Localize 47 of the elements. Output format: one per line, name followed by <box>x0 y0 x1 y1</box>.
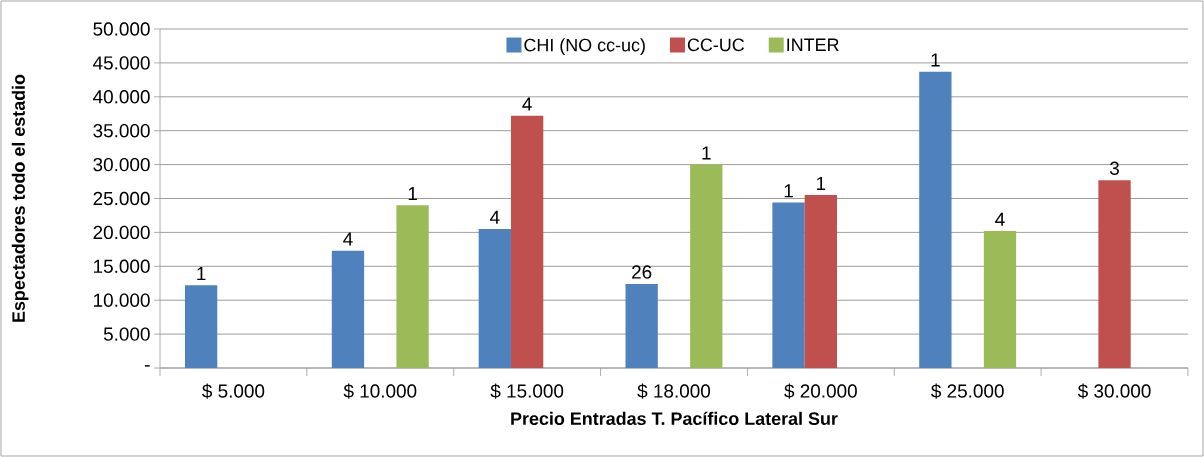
y-tick-label: 35.000 <box>93 123 150 138</box>
y-tick-label: 40.000 <box>93 90 150 104</box>
y-tick-label: 20.000 <box>93 225 150 240</box>
annotation: 1 <box>702 146 711 160</box>
annotation: 1 <box>408 187 417 201</box>
bar <box>690 164 723 368</box>
x-tick-label: $ 15.000 <box>490 383 564 399</box>
bar <box>510 115 544 368</box>
bar <box>804 195 837 368</box>
bar <box>1098 180 1131 368</box>
x-tick-label: $ 20.000 <box>784 383 857 399</box>
y-tick-label: 15.000 <box>94 259 150 273</box>
y-tick-label: 10.000 <box>94 293 150 307</box>
x-tick-label: $ 30.000 <box>1077 383 1151 399</box>
annotation: 3 <box>1109 161 1119 175</box>
bar <box>184 285 218 368</box>
legend-label: CHI (NO cc-uc) <box>524 38 645 55</box>
bar <box>331 250 365 368</box>
annotation: 4 <box>343 232 353 246</box>
legend-label: INTER <box>787 38 839 51</box>
x-axis-title: Precio Entradas T. Pacífico Lateral Sur <box>511 411 838 426</box>
bar <box>396 205 429 368</box>
x-tick-label: $ 5.000 <box>202 383 265 399</box>
bar <box>772 202 805 368</box>
annotation: 1 <box>817 176 826 190</box>
y-tick-label: 5.000 <box>103 327 150 341</box>
bar <box>919 71 952 368</box>
legend-label: CC-UC <box>687 38 745 52</box>
annotation: 4 <box>489 210 500 224</box>
y-tick-label: 25.000 <box>93 191 150 206</box>
y-tick-label: 30.000 <box>93 157 150 172</box>
annotation: 4 <box>995 212 1005 226</box>
x-tick-label: $ 10.000 <box>343 383 417 399</box>
bar <box>983 231 1017 368</box>
annotation: 1 <box>197 267 206 281</box>
bar <box>625 283 658 368</box>
annotation: 1 <box>931 53 940 67</box>
annotation: 26 <box>632 265 652 279</box>
bar <box>478 229 511 368</box>
annotation: 4 <box>522 97 532 111</box>
annotation: 1 <box>784 184 793 198</box>
y-axis-title: Espectadores todo el estadio <box>11 74 29 322</box>
x-tick-label: $ 25.000 <box>931 383 1004 399</box>
y-tick-label: - <box>145 365 150 367</box>
y-tick-label: 50.000 <box>93 22 150 36</box>
y-tick-label: 45.000 <box>93 56 150 70</box>
x-tick-label: $ 18.000 <box>637 383 711 399</box>
